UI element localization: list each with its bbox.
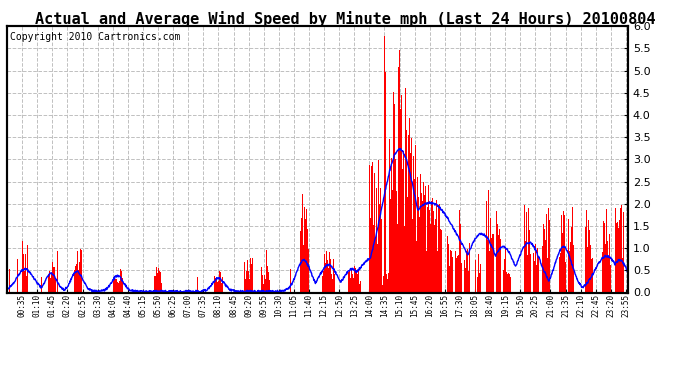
- Text: Copyright 2010 Cartronics.com: Copyright 2010 Cartronics.com: [10, 32, 180, 42]
- Text: Actual and Average Wind Speed by Minute mph (Last 24 Hours) 20100804: Actual and Average Wind Speed by Minute …: [34, 11, 655, 27]
